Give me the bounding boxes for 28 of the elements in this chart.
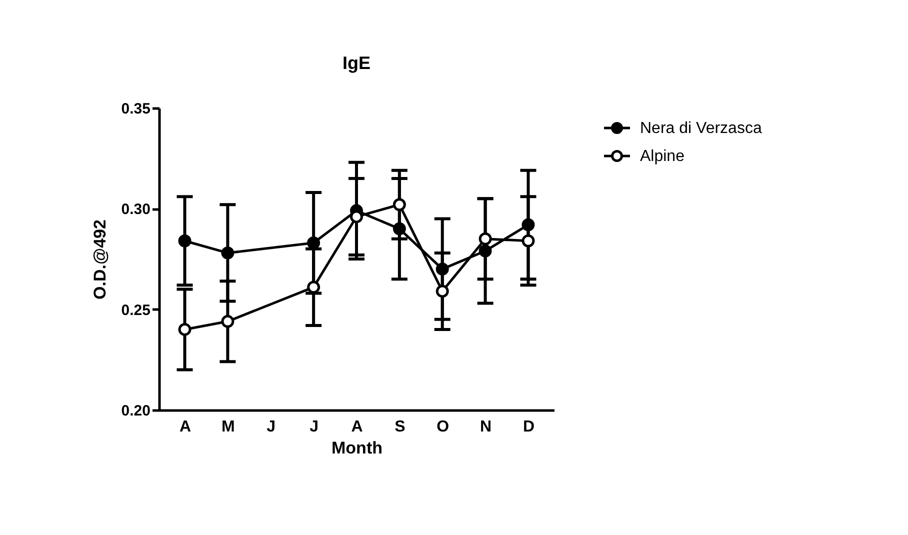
point [392,198,406,212]
point [307,280,320,294]
x-tick-label: N [480,418,492,436]
point [178,234,192,248]
legend-label: Alpine [640,148,685,165]
point [436,284,449,298]
y-axis-title: O.D.@492 [90,220,110,300]
x-tick-label: J [310,418,319,436]
point [178,322,192,336]
point [522,234,535,248]
legend-label: Nera di Verzasca [640,120,762,137]
point [307,236,320,250]
y-tick-label: 0.35 [121,100,150,118]
x-tick-label: M [222,418,235,436]
y-tick-label: 0.20 [121,402,150,420]
x-tick-label: A [351,418,364,436]
y-tick-label: 0.25 [121,302,150,319]
point [478,232,492,246]
x-axis-title: Month [332,438,382,458]
x-tick-label: S [394,418,406,436]
x-tick-label: J [266,418,276,436]
y-tick-label: 0.30 [121,201,150,218]
x-tick-label: O [436,418,450,436]
x-tick-label: A [179,418,192,436]
point [221,314,234,328]
point [221,246,234,260]
x-tick-label: D [522,418,535,436]
chart-title: IgE [342,53,371,73]
